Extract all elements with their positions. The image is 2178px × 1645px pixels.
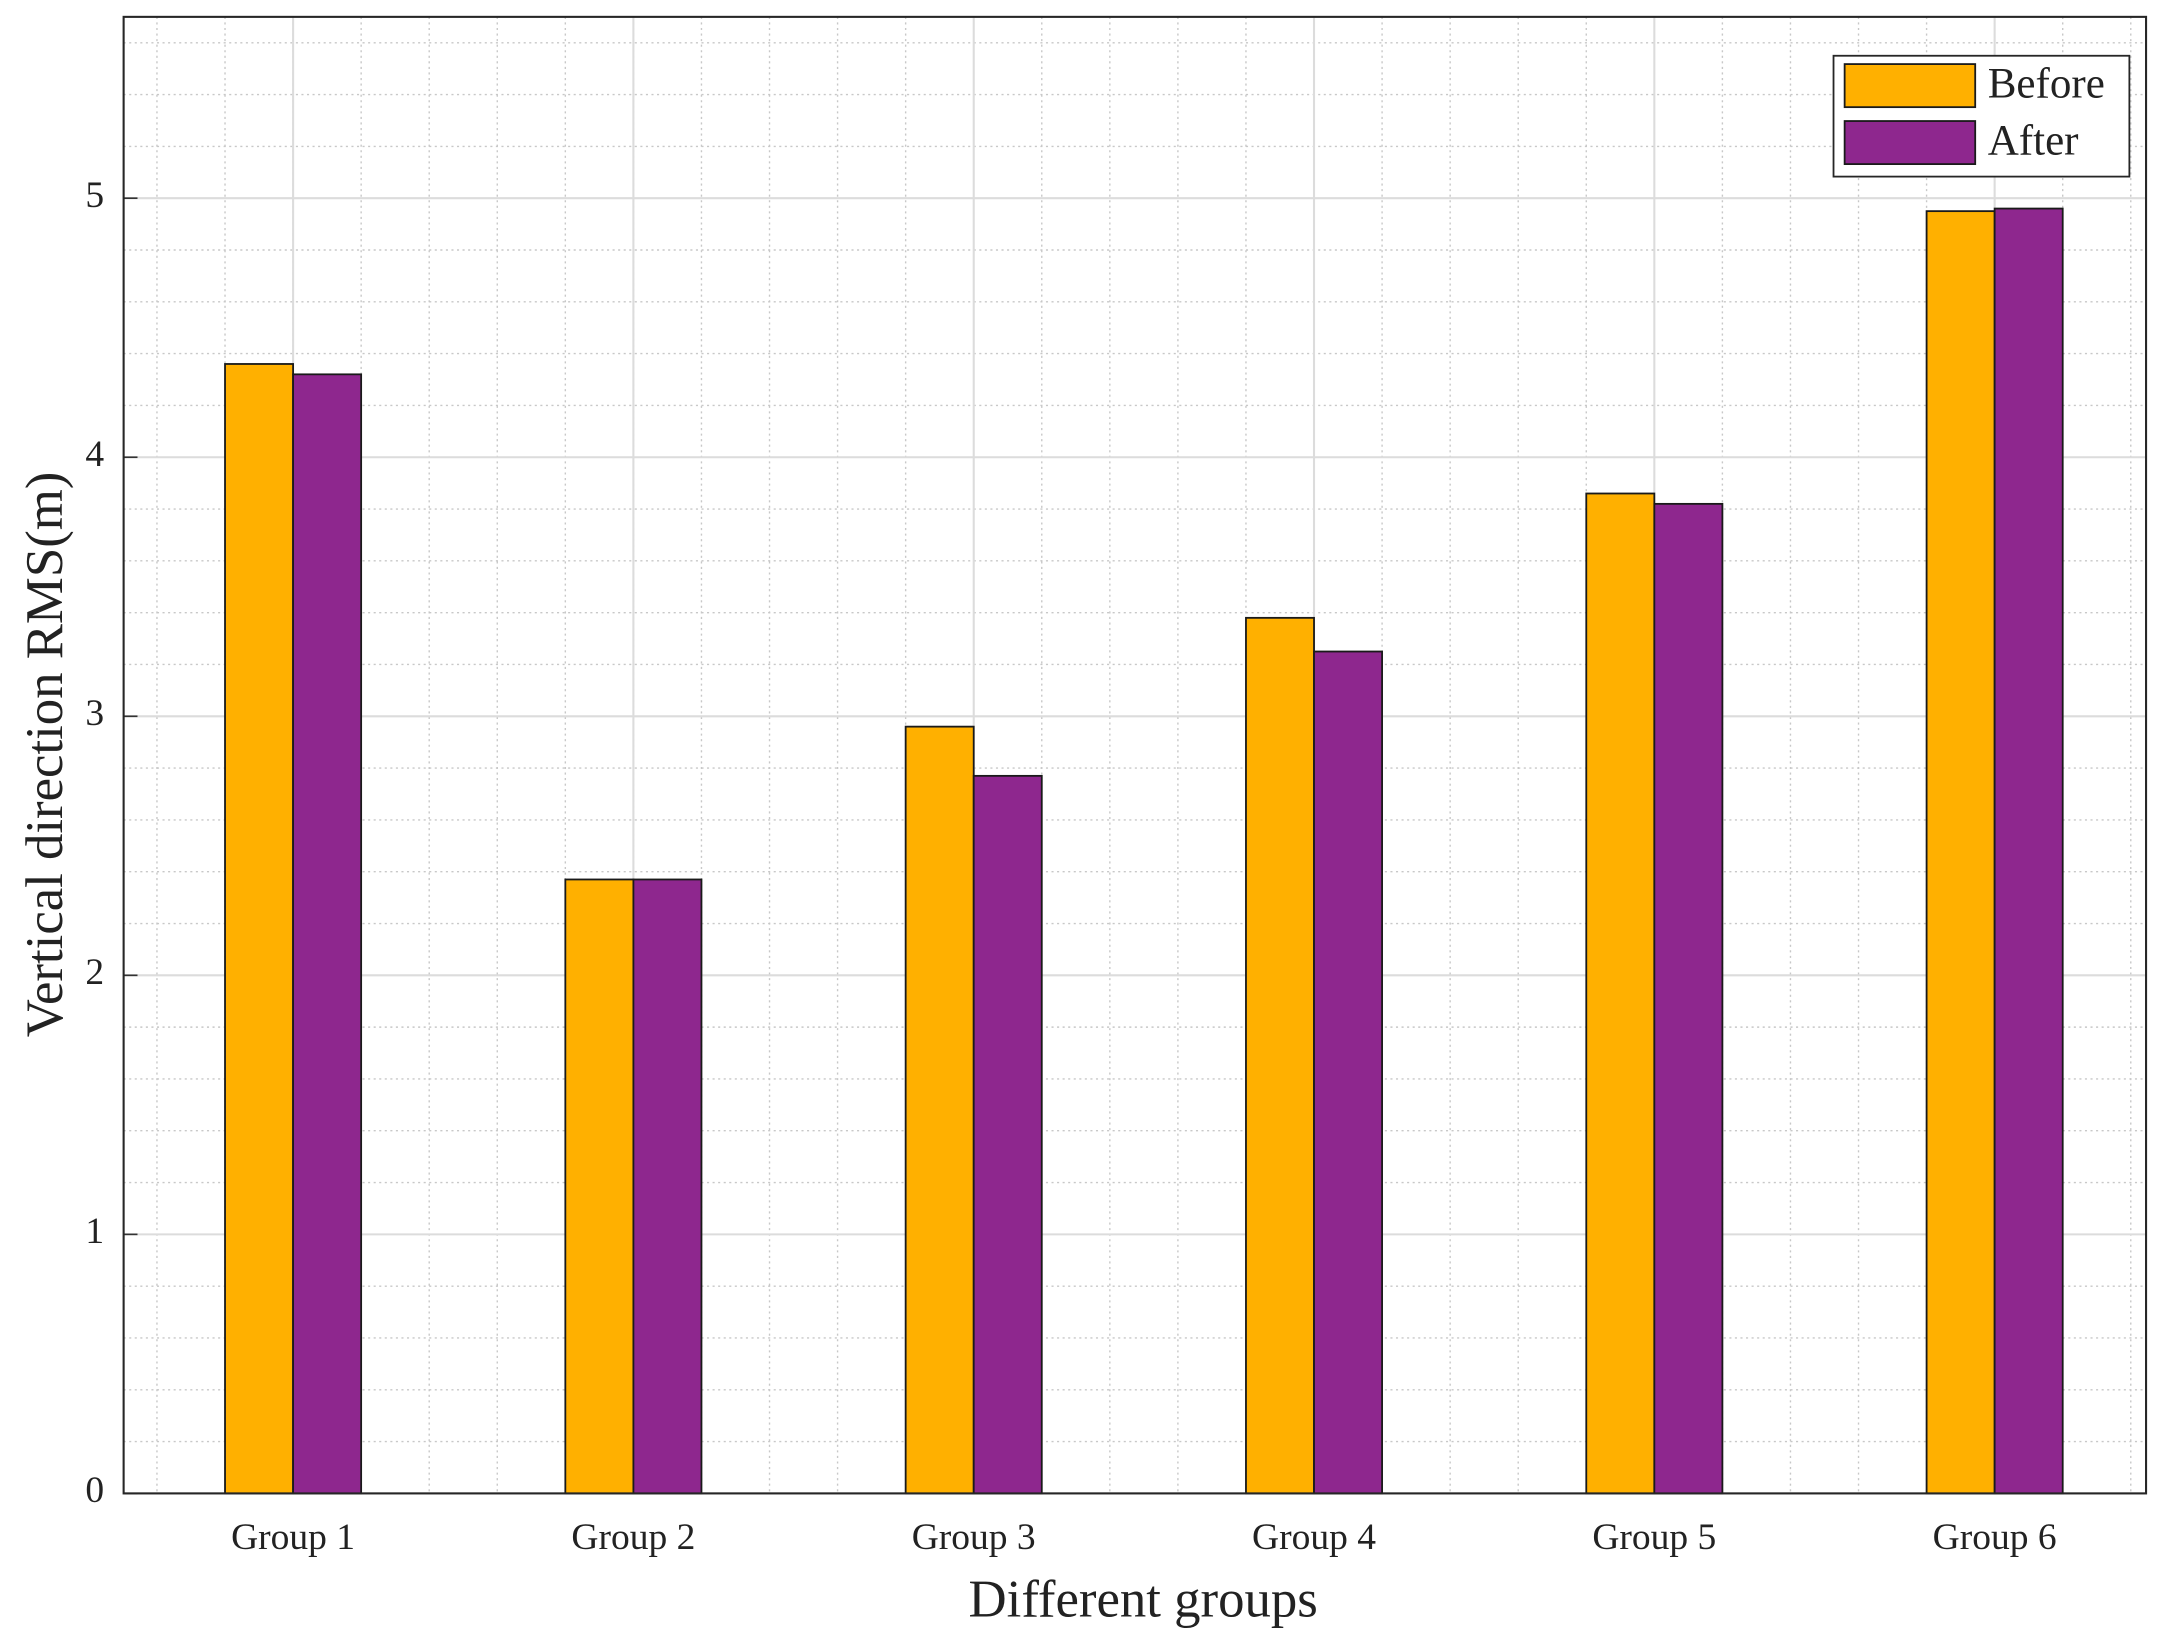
bar (1993, 207, 2064, 1495)
y-tick-label: 4 (85, 434, 104, 475)
y-axis-label: Vertical direction RMS(m) (16, 472, 74, 1038)
bar (292, 373, 363, 1495)
x-tick-label: Group 2 (571, 1517, 695, 1558)
bar (632, 878, 703, 1495)
legend-label: Before (1988, 61, 2105, 108)
x-tick-label: Group 3 (912, 1517, 1036, 1558)
y-tick-label: 1 (85, 1211, 104, 1252)
bar (1653, 502, 1724, 1495)
x-tick-label: Group 6 (1933, 1517, 2057, 1558)
y-tick-label: 3 (85, 693, 104, 734)
bar (1313, 650, 1383, 1495)
legend-label: After (1988, 118, 2079, 165)
y-tick-label: 0 (85, 1470, 104, 1511)
x-axis-label: Different groups (969, 1571, 1318, 1629)
bar (1585, 492, 1656, 1495)
bar (1925, 210, 1996, 1495)
bar (224, 363, 294, 1495)
y-tick-label: 5 (85, 175, 104, 216)
legend-swatch (1843, 63, 1977, 109)
x-tick-label: Group 5 (1592, 1517, 1716, 1558)
x-tick-label: Group 1 (231, 1517, 355, 1558)
x-tick-label: Group 4 (1252, 1517, 1376, 1558)
bar (904, 725, 975, 1495)
bar (564, 878, 635, 1495)
bar (1245, 616, 1315, 1495)
bar (972, 774, 1043, 1495)
y-tick-label: 2 (85, 952, 104, 993)
plot-frame (122, 15, 2148, 1495)
legend-swatch (1843, 120, 1977, 166)
